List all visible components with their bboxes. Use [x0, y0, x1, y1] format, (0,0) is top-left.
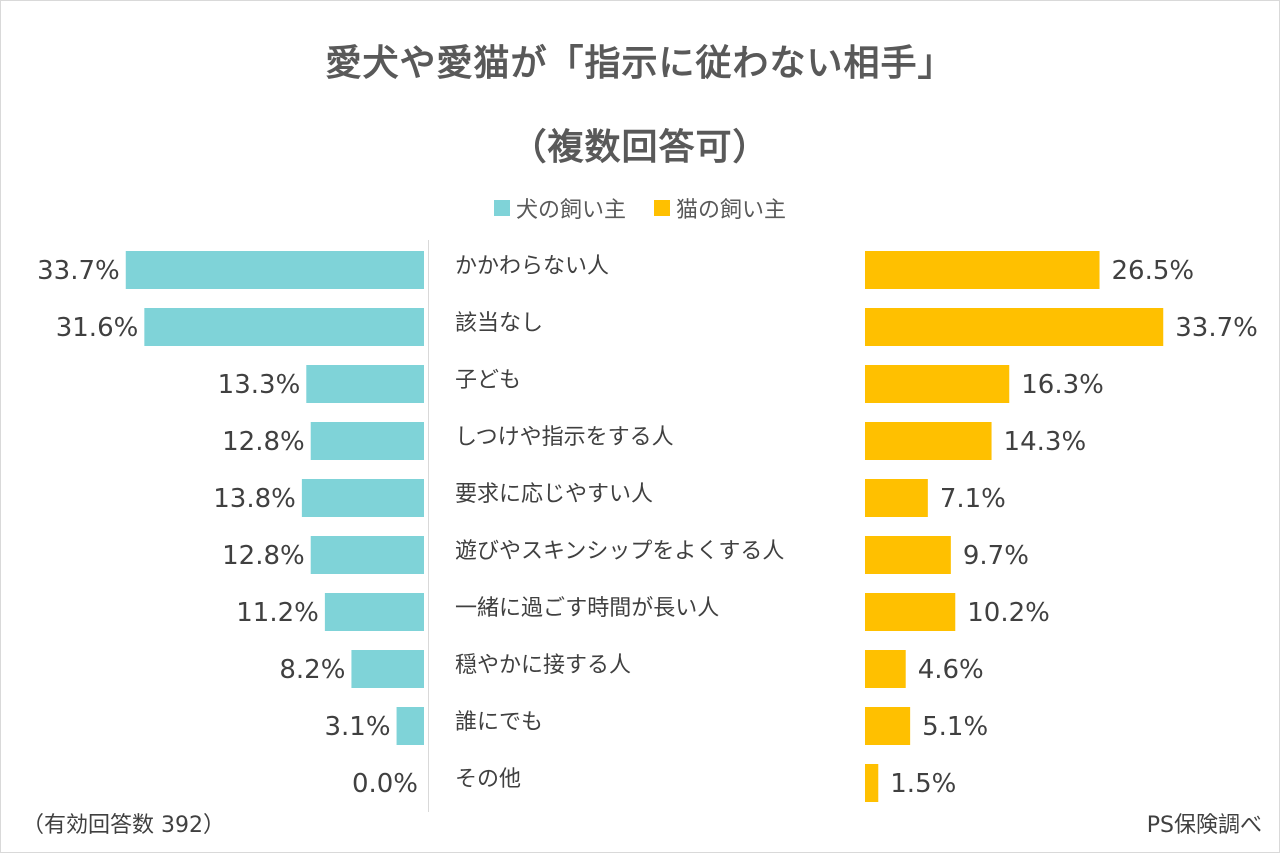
sample-size-note: （有効回答数 392） [22, 813, 225, 838]
legend-swatch-dog [493, 200, 510, 216]
bar-dog-0 [125, 251, 424, 289]
bar-dog-4 [301, 479, 424, 517]
label-cat-8: 5.1% [922, 712, 988, 742]
label-cat-0: 26.5% [1112, 256, 1195, 286]
label-cat-5: 9.7% [963, 541, 1029, 571]
label-cat-3: 14.3% [1004, 427, 1087, 457]
label-cat-2: 16.3% [1021, 370, 1104, 400]
legend: 犬の飼い主 猫の飼い主 [0, 192, 1280, 224]
label-dog-9: 0.0% [352, 769, 418, 799]
label-dog-1: 31.6% [56, 313, 139, 343]
bar-dog-7 [351, 650, 424, 688]
bar-cat-6 [865, 593, 956, 631]
chart-subtitle: （複数回答可） [510, 127, 770, 168]
bar-cat-5 [865, 536, 951, 574]
center-divider [428, 240, 429, 812]
legend-swatch-cat [654, 200, 670, 216]
bar-cat-8 [865, 707, 911, 745]
legend-label-dog: 犬の飼い主 [515, 198, 626, 223]
label-dog-8: 3.1% [325, 712, 391, 742]
category-label-6: 一緒に過ごす時間が長い人 [455, 596, 719, 621]
legend-label-cat: 猫の飼い主 [676, 198, 787, 223]
bar-dog-3 [310, 422, 424, 460]
category-label-4: 要求に応じやすい人 [455, 482, 653, 507]
chart-title: 愛犬や愛猫が「指示に従わない相手」 [325, 43, 955, 84]
label-dog-6: 11.2% [236, 598, 319, 628]
bar-cat-4 [865, 479, 928, 517]
label-dog-4: 13.8% [213, 484, 296, 514]
bar-cat-9 [865, 764, 879, 802]
bar-dog-2 [306, 365, 424, 403]
label-cat-1: 33.7% [1175, 313, 1258, 343]
bar-dog-5 [310, 536, 424, 574]
label-cat-6: 10.2% [967, 598, 1050, 628]
bar-dog-1 [144, 308, 424, 346]
label-cat-4: 7.1% [940, 484, 1006, 514]
bar-cat-0 [865, 251, 1100, 289]
category-label-8: 誰にでも [455, 710, 543, 735]
source-note: PS保険調べ [1146, 813, 1262, 838]
category-label-7: 穏やかに接する人 [455, 653, 631, 678]
category-label-0: かかわらない人 [455, 254, 609, 279]
bar-cat-2 [865, 365, 1010, 403]
bar-cat-1 [865, 308, 1164, 346]
label-dog-2: 13.3% [218, 370, 301, 400]
label-dog-5: 12.8% [222, 541, 305, 571]
bar-dog-8 [396, 707, 424, 745]
category-label-5: 遊びやスキンシップをよくする人 [455, 539, 784, 564]
label-dog-3: 12.8% [222, 427, 305, 457]
category-label-3: しつけや指示をする人 [455, 425, 674, 450]
category-label-9: その他 [455, 767, 521, 792]
bar-cat-3 [865, 422, 992, 460]
legend-item-dog: 犬の飼い主 [493, 192, 626, 224]
label-cat-7: 4.6% [918, 655, 984, 685]
legend-item-cat: 猫の飼い主 [654, 192, 786, 224]
label-dog-0: 33.7% [37, 256, 120, 286]
category-label-1: 該当なし [455, 311, 543, 336]
category-label-2: 子ども [455, 368, 521, 393]
label-cat-9: 1.5% [890, 769, 956, 799]
bar-cat-7 [865, 650, 906, 688]
bar-dog-6 [324, 593, 424, 631]
label-dog-7: 8.2% [279, 655, 345, 685]
